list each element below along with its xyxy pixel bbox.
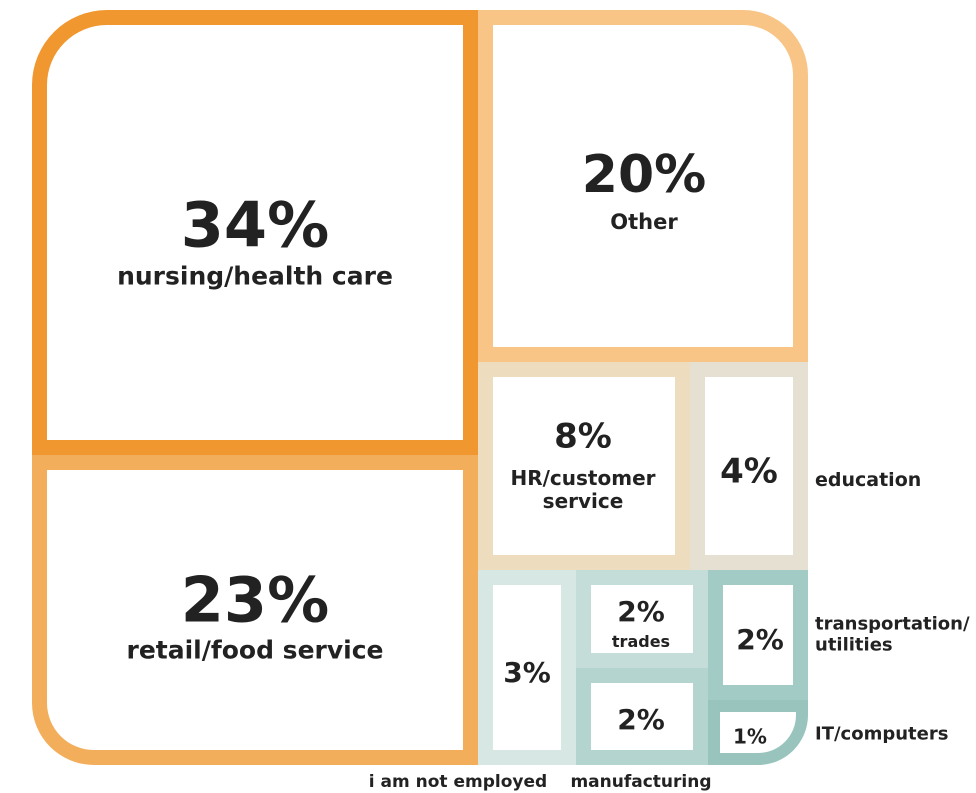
cell-inner (47, 470, 463, 750)
value-label: 4% (720, 451, 778, 492)
cell-inner (493, 377, 675, 555)
value-label: 3% (503, 655, 551, 689)
category-label: manufacturing (570, 772, 712, 793)
cell-inner (705, 377, 793, 555)
category-label: HR/customer service (510, 466, 656, 513)
cell-inner (591, 683, 693, 750)
cell-inner (47, 25, 463, 440)
category-label: nursing/health care (117, 261, 393, 291)
value-label: 34% (180, 188, 330, 262)
category-label: transportation/ utilities (815, 613, 970, 655)
cell-inner (720, 712, 796, 753)
value-label: 1% (733, 724, 767, 749)
cell-inner (493, 585, 561, 750)
category-label: education (815, 469, 922, 492)
value-label: 20% (581, 145, 707, 206)
value-label: 2% (617, 702, 665, 736)
value-label: 23% (180, 563, 330, 637)
value-label: 2% (617, 594, 665, 628)
category-label: i am not employed (368, 772, 548, 793)
category-label: trades (611, 631, 671, 651)
category-label: Other (610, 209, 678, 234)
value-label: 8% (554, 416, 612, 457)
cell-inner (493, 25, 793, 347)
category-label: retail/food service (126, 635, 384, 665)
value-label: 2% (736, 622, 784, 656)
cell-inner (591, 585, 693, 653)
cell-inner (723, 585, 793, 685)
category-label: IT/computers (815, 723, 949, 745)
